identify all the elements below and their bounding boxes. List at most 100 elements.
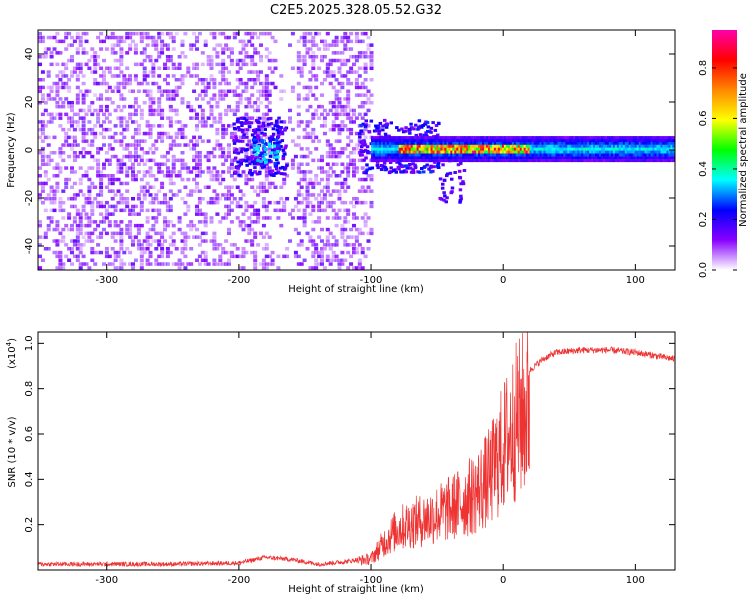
spectrogram-cell bbox=[331, 235, 336, 239]
spectrogram-cell bbox=[261, 181, 266, 186]
spectrogram-cell bbox=[569, 159, 572, 163]
spectrogram-cell bbox=[61, 151, 66, 155]
spectrogram-cell bbox=[410, 136, 414, 140]
spectrogram-cell bbox=[279, 172, 284, 176]
spectrogram-cell bbox=[264, 120, 269, 124]
spectrogram-cell bbox=[171, 62, 176, 67]
spectrogram-cell bbox=[87, 177, 92, 182]
spectrogram-cell bbox=[352, 266, 356, 270]
spectrogram-cell bbox=[662, 139, 665, 142]
spectrogram-cell bbox=[525, 136, 529, 140]
spectrogram-cell bbox=[537, 136, 541, 140]
spectrogram-cell bbox=[263, 148, 268, 152]
spectrogram-cell bbox=[499, 150, 503, 154]
spectrogram-cell bbox=[221, 97, 226, 101]
spectrogram-cell bbox=[343, 108, 348, 113]
spectrogram-cell bbox=[583, 141, 586, 145]
spectrogram-cell bbox=[46, 97, 51, 101]
spectrogram-cell bbox=[553, 159, 556, 163]
spectrogram-cell bbox=[569, 141, 572, 145]
spectrogram-cell bbox=[521, 136, 525, 140]
spectrogram-cell bbox=[346, 127, 351, 132]
spectrogram-cell bbox=[177, 85, 182, 90]
spectrogram-cell bbox=[283, 172, 287, 176]
spectrogram-cell bbox=[247, 55, 252, 59]
spectrogram-cell bbox=[369, 204, 374, 209]
spectrogram-cell bbox=[241, 62, 246, 67]
spectrogram-cell bbox=[646, 159, 650, 163]
spectrogram-cell bbox=[64, 166, 69, 170]
spectrogram-cell bbox=[551, 147, 554, 151]
spectrogram-cell bbox=[43, 162, 48, 166]
spectrogram-cell bbox=[267, 147, 272, 151]
spectrogram-cell bbox=[605, 156, 608, 160]
spectrogram-cell bbox=[110, 74, 115, 78]
spectrogram-cell bbox=[247, 101, 252, 105]
spectrogram-cell bbox=[432, 150, 435, 154]
spectrogram-cell bbox=[171, 143, 176, 147]
spectrogram-cell bbox=[533, 141, 537, 145]
spectrogram-cell bbox=[78, 231, 83, 236]
spectrogram-cell bbox=[484, 144, 487, 148]
spectrogram-cell bbox=[563, 153, 566, 157]
spectrogram-cell bbox=[261, 81, 266, 86]
spectrogram-cell bbox=[250, 58, 255, 63]
spectrogram-cell bbox=[93, 55, 98, 59]
spectrogram-cell bbox=[264, 266, 269, 270]
spectrogram-cell bbox=[547, 139, 550, 142]
spectrogram-cell bbox=[337, 104, 342, 109]
spectrogram-cell bbox=[337, 139, 342, 143]
spectrogram-cell bbox=[340, 120, 345, 124]
spectrogram-cell bbox=[547, 144, 550, 148]
spectrogram-cell bbox=[195, 127, 199, 132]
spectrogram-cell bbox=[346, 35, 351, 40]
spectrogram-cell bbox=[519, 153, 523, 157]
spectrogram-cell bbox=[174, 93, 179, 97]
spectrogram-cell bbox=[296, 189, 301, 193]
spectrogram-cell bbox=[90, 247, 95, 251]
spectrogram-cell bbox=[638, 153, 642, 157]
spectrogram-cell bbox=[87, 108, 92, 113]
spectrogram-cell bbox=[511, 150, 515, 154]
spectrogram-cell bbox=[218, 31, 223, 36]
spectrogram-cell bbox=[434, 150, 437, 154]
spectrogram-cell bbox=[456, 156, 459, 160]
spectrogram-cell bbox=[357, 177, 362, 182]
spectrogram-cell bbox=[426, 144, 429, 148]
spectrogram-cell bbox=[425, 163, 429, 167]
spectrogram-cell bbox=[125, 147, 130, 151]
spectrogram-cell bbox=[320, 247, 324, 251]
spectrogram-cell bbox=[171, 93, 176, 97]
spectrogram-cell bbox=[271, 138, 275, 141]
spectrogram-cell bbox=[612, 141, 616, 145]
spectrogram-cell bbox=[377, 156, 380, 160]
spectrogram-cell bbox=[212, 97, 217, 101]
spectrogram-cell bbox=[116, 74, 121, 78]
spectrogram-cell bbox=[337, 154, 342, 159]
spectrogram-cell bbox=[116, 200, 121, 205]
spectrogram-cell bbox=[61, 143, 66, 147]
spectrogram-cell bbox=[553, 156, 556, 160]
spectrogram-cell bbox=[626, 139, 630, 142]
spectrogram-cell bbox=[442, 139, 445, 142]
spectrogram-cell bbox=[177, 220, 182, 224]
spectrogram-cell bbox=[440, 156, 443, 160]
spectrogram-cell bbox=[75, 47, 80, 51]
spectrogram-cell bbox=[180, 51, 185, 55]
spectrogram-cell bbox=[438, 153, 441, 157]
spectrogram-cell bbox=[354, 39, 359, 44]
spectrogram-cell bbox=[157, 74, 162, 78]
spectrogram-cell bbox=[174, 174, 179, 178]
spectrogram-cell bbox=[618, 156, 622, 160]
spectrogram-cell bbox=[664, 141, 667, 145]
spectrogram-cell bbox=[557, 153, 560, 157]
spectrogram-cell bbox=[241, 135, 246, 140]
spectrogram-cell bbox=[113, 35, 118, 40]
spectrogram-cell bbox=[49, 51, 54, 55]
spectrogram-cell bbox=[250, 78, 255, 82]
spectrogram-cell bbox=[605, 144, 608, 148]
spectrogram-cell bbox=[84, 62, 89, 67]
spectrogram-cell bbox=[253, 231, 258, 236]
spectrogram-cell bbox=[456, 136, 459, 140]
spectrogram-cell bbox=[379, 147, 382, 151]
